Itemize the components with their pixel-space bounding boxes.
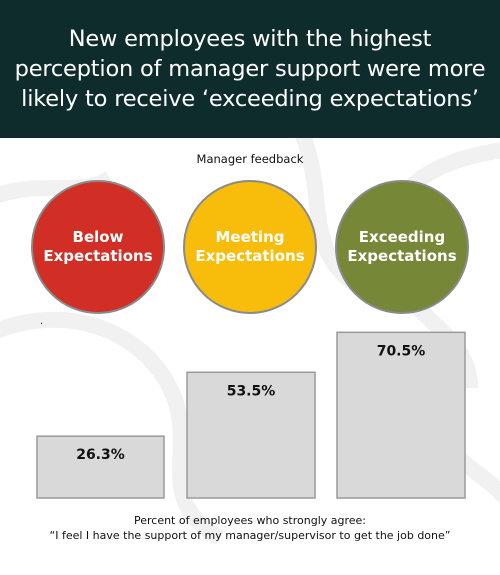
legend-circle-exceeding-expectations: Exceeding Expectations [335,180,469,314]
legend-label-below-line2: Expectations [43,247,153,265]
chart-footnote: Percent of employees who strongly agree:… [0,513,500,543]
legend-label-exceeding: Exceeding Expectations [347,228,456,266]
footnote-line-1: Percent of employees who strongly agree: [133,514,367,527]
bar-3 [336,331,466,499]
header-banner: New employees with the highest perceptio… [0,0,500,138]
legend-label-exceeding-line1: Exceeding [358,228,446,246]
title-line-2: perception of manager support were more [14,56,486,82]
legend-label-meeting: Meeting Expectations [195,228,304,266]
legend-title: Manager feedback [196,152,304,166]
bar-value-label-3: 70.5% [377,343,426,359]
legend-label-exceeding-line2: Expectations [347,247,457,265]
title-line-1: New employees with the highest [68,26,432,52]
bar-chart: 26.3% 53.5% 70.5% [36,331,466,499]
legend-label-meeting-line2: Expectations [195,247,305,265]
legend-circle-meeting-expectations: Meeting Expectations [183,180,317,314]
bar-value-label-2: 53.5% [227,383,276,399]
legend-label-meeting-line1: Meeting [215,228,285,246]
stray-dot-mark: . [40,316,44,327]
title-line-3: likely to receive ‘exceeding expectation… [21,86,479,112]
bar-1 [36,435,165,499]
legend-label-below: Below Expectations [43,228,152,266]
legend-label-below-line1: Below [72,228,124,246]
legend-circle-below-expectations: Below Expectations [31,180,165,314]
bar-value-label-1: 26.3% [76,447,125,463]
bar-2 [186,371,316,499]
page-title: New employees with the highest perceptio… [15,24,486,114]
footnote-line-2: “I feel I have the support of my manager… [49,529,451,542]
